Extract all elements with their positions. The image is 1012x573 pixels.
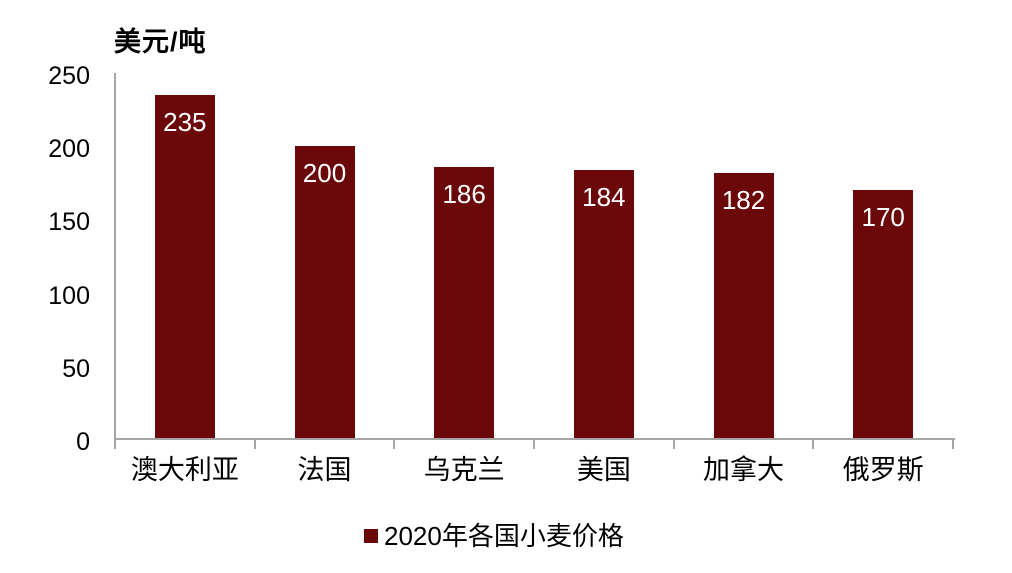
bar-value-label: 235 bbox=[163, 107, 207, 137]
plot-area: 235 200 186 184 182 170 bbox=[115, 73, 953, 439]
x-category-label: 加拿大 bbox=[703, 455, 785, 485]
y-tick-label: 200 bbox=[48, 135, 90, 163]
x-axis-labels: 澳大利亚 法国 乌克兰 美国 加拿大 俄罗斯 bbox=[115, 455, 953, 485]
bar-slot: 182 bbox=[674, 73, 814, 439]
bar-slot: 200 bbox=[255, 73, 395, 439]
x-category-label: 法国 bbox=[297, 455, 352, 485]
x-category-label: 澳大利亚 bbox=[130, 455, 239, 485]
legend: 2020年各国小麦价格 bbox=[364, 520, 624, 552]
bar-slot: 235 bbox=[115, 73, 255, 439]
x-category-label: 俄罗斯 bbox=[842, 455, 924, 485]
legend-square-icon bbox=[364, 529, 378, 543]
bar-slot: 184 bbox=[534, 73, 674, 439]
bar-2: 186 bbox=[434, 167, 495, 439]
bar-value-label: 186 bbox=[442, 179, 486, 209]
bar-value-label: 170 bbox=[861, 202, 905, 232]
x-axis-tick bbox=[393, 440, 395, 449]
legend-label: 2020年各国小麦价格 bbox=[384, 521, 624, 551]
bar-1: 200 bbox=[294, 146, 355, 439]
bar-4: 182 bbox=[713, 173, 774, 439]
x-axis-tick bbox=[673, 440, 675, 449]
y-tick-label: 250 bbox=[48, 62, 90, 90]
y-tick-label: 100 bbox=[48, 282, 90, 310]
y-axis-line bbox=[114, 73, 116, 440]
x-axis-tick bbox=[533, 440, 535, 449]
x-axis-tick bbox=[952, 440, 954, 449]
y-tick-label: 150 bbox=[48, 208, 90, 236]
x-axis-tick bbox=[812, 440, 814, 449]
x-category-label: 乌克兰 bbox=[423, 455, 505, 485]
bar-value-label: 182 bbox=[721, 185, 766, 215]
x-category-label: 美国 bbox=[576, 455, 631, 485]
y-axis-unit-label: 美元/吨 bbox=[114, 27, 207, 57]
bar-5: 170 bbox=[853, 190, 914, 439]
x-axis-tick bbox=[114, 440, 116, 449]
bar-value-label: 200 bbox=[302, 158, 347, 188]
bar-0: 235 bbox=[154, 95, 215, 439]
y-tick-label: 0 bbox=[76, 428, 90, 456]
bar-3: 184 bbox=[573, 170, 634, 439]
bar-slot: 186 bbox=[394, 73, 534, 439]
y-tick-label: 50 bbox=[62, 355, 90, 383]
x-axis-tick bbox=[254, 440, 256, 449]
bar-value-label: 184 bbox=[582, 182, 626, 212]
bar-slot: 170 bbox=[813, 73, 953, 439]
x-axis-line bbox=[114, 438, 955, 440]
